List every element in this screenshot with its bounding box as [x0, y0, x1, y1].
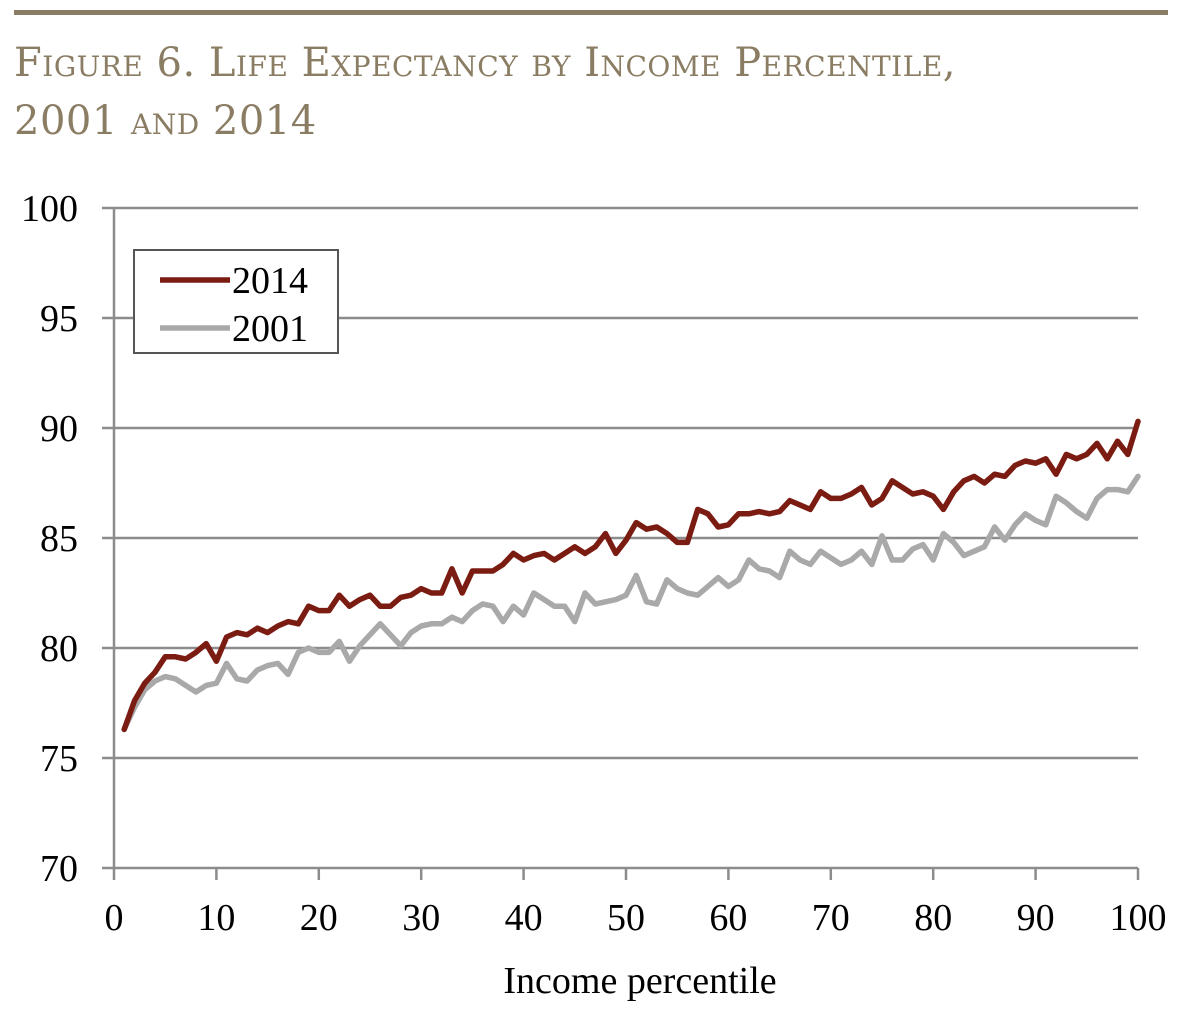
y-tick-label-85: 85: [40, 518, 78, 560]
figure-title-line-1: Figure 6. Life Expectancy by Income Perc…: [14, 40, 956, 86]
x-tick-label-70: 70: [812, 897, 850, 939]
y-tick-label-90: 90: [40, 408, 78, 450]
x-tick-label-20: 20: [300, 897, 338, 939]
x-tick-label-60: 60: [709, 897, 747, 939]
y-tick-label-100: 100: [21, 188, 78, 230]
series-lines: [121, 418, 1141, 733]
y-tick-label-75: 75: [40, 738, 78, 780]
figure-title-line-2: 2001 and 2014: [14, 98, 317, 144]
y-tick-label-70: 70: [40, 848, 78, 890]
x-tick-label-80: 80: [914, 897, 952, 939]
series-line-2014: [121, 418, 1141, 733]
legend-label-2014: 2014: [232, 260, 308, 302]
x-tick-label-40: 40: [505, 897, 543, 939]
x-tick-label-90: 90: [1017, 897, 1055, 939]
x-tick-label-30: 30: [402, 897, 440, 939]
legend-box: [133, 249, 339, 354]
top-rule: [14, 10, 1168, 15]
y-tick-label-95: 95: [40, 298, 78, 340]
axes: 70 75 80 85 90 95 100 0 10 20 30 40 50 60 70 80 90 100: [21, 188, 1167, 939]
x-axis-label: Income percentile: [503, 960, 776, 1002]
x-tick-label-50: 50: [607, 897, 645, 939]
legend: 2014 2001: [133, 249, 339, 354]
series-line-2001: [121, 473, 1141, 733]
y-tick-label-80: 80: [40, 628, 78, 670]
x-tick-label-100: 100: [1110, 897, 1167, 939]
x-tick-label-0: 0: [105, 897, 124, 939]
legend-label-2001: 2001: [232, 308, 308, 350]
figure-title: Figure 6. Life Expectancy by Income Perc…: [14, 34, 1174, 150]
x-tick-label-10: 10: [197, 897, 235, 939]
